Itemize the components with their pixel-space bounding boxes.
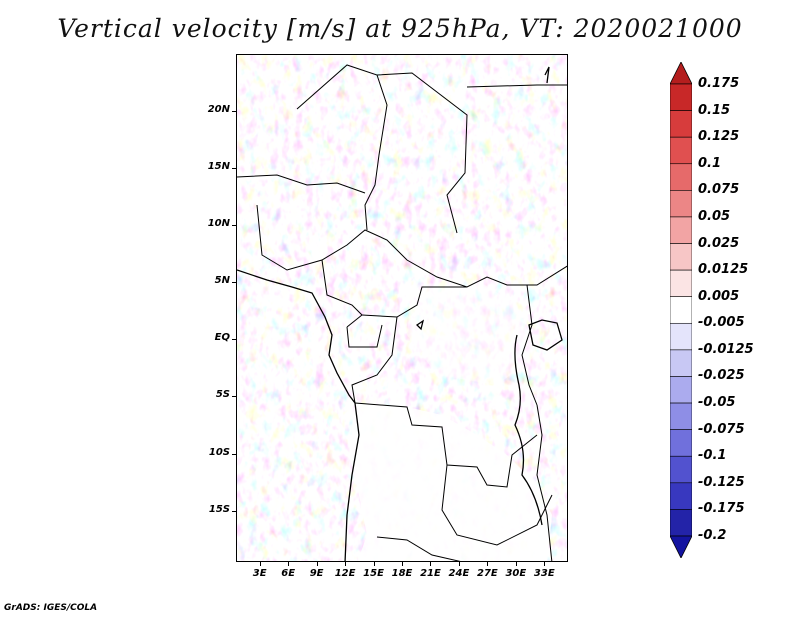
colorbar	[670, 62, 692, 558]
lat-tick-label: 5N	[214, 275, 230, 287]
colorbar-segment	[670, 110, 692, 138]
lat-tick-label: 20N	[207, 104, 230, 116]
colorbar-label: -0.2	[698, 528, 727, 543]
colorbar-label: -0.075	[698, 421, 745, 437]
lon-tick-label: 9E	[309, 568, 324, 579]
lat-tick-label: 10N	[207, 218, 230, 230]
lat-tick	[232, 510, 236, 512]
lat-tick-label: 15S	[208, 503, 230, 515]
lon-tick	[345, 562, 347, 566]
lon-tick	[259, 562, 261, 566]
colorbar-label: 0.125	[698, 129, 740, 145]
lon-tick-label: 6E	[281, 568, 296, 579]
colorbar-segment	[670, 429, 692, 457]
lat-tick-label: 10S	[208, 446, 230, 458]
lon-tick	[487, 562, 489, 566]
lat-tick	[232, 282, 236, 284]
lon-tick	[373, 562, 375, 566]
vertical-velocity-field	[237, 55, 567, 561]
colorbar-label: 0.175	[698, 76, 740, 91]
lon-tick	[544, 562, 546, 566]
lat-tick	[232, 111, 236, 113]
lon-tick	[402, 562, 403, 566]
colorbar-label: 0.075	[698, 182, 740, 198]
colorbar-segment	[670, 349, 692, 377]
lon-tick-label: 21E	[420, 568, 441, 579]
lon-tick	[458, 562, 460, 566]
colorbar-segment	[670, 243, 692, 271]
colorbar-segment	[670, 190, 692, 218]
lon-tick	[515, 562, 517, 566]
colorbar-segment	[670, 322, 692, 351]
lon-tick-label: 27E	[476, 568, 498, 579]
lon-tick-label: 3E	[252, 568, 267, 579]
colorbar-label: -0.025	[698, 368, 745, 384]
lon-tick-label: 24E	[448, 568, 470, 579]
colorbar-segment	[670, 455, 692, 484]
colorbar-label: 0.005	[698, 288, 740, 304]
lon-tick	[430, 562, 432, 566]
map-panel	[236, 54, 568, 562]
country-borders	[237, 64, 567, 561]
lat-tick-label: EQ	[214, 332, 230, 344]
colorbar-segment	[670, 482, 692, 510]
lon-tick	[316, 562, 318, 566]
lat-tick	[232, 453, 236, 455]
colorbar-segment	[670, 163, 692, 191]
lon-tick-label: 15E	[363, 568, 384, 579]
colorbar-label: 0.025	[698, 235, 740, 251]
lat-tick	[232, 396, 236, 398]
lon-tick	[288, 562, 290, 566]
lon-tick-label: 18E	[391, 568, 413, 579]
colorbar-top-arrow	[670, 62, 692, 85]
colorbar-segment	[670, 402, 692, 430]
coastlines-and-lakes	[237, 66, 563, 561]
colorbar-label: 0.15	[698, 102, 731, 118]
colorbar-label: 0.1	[698, 155, 722, 171]
colorbar-segment	[670, 296, 692, 324]
colorbar-label: -0.1	[698, 448, 727, 464]
lat-tick-label: 15N	[207, 161, 230, 173]
colorbar-label: -0.125	[698, 474, 745, 490]
colorbar-label: -0.0125	[698, 341, 754, 357]
colorbar-bottom-arrow	[670, 535, 692, 558]
lat-tick	[232, 168, 236, 170]
colorbar-segment	[670, 509, 692, 537]
calm-area-southern-africa	[349, 403, 552, 561]
colorbar-segment	[670, 269, 692, 298]
lon-tick-label: 12E	[334, 568, 356, 579]
colorbar-label: 0.05	[698, 208, 731, 224]
colorbar-label: -0.05	[698, 395, 736, 411]
map-title: Vertical velocity [m/s] at 925hPa, VT: 2…	[57, 14, 743, 43]
colorbar-segment	[670, 376, 692, 404]
colorbar-segment	[670, 83, 692, 111]
lon-tick-label: 33E	[533, 568, 555, 579]
grads-credit: GrADS: IGES/COLA	[4, 603, 98, 613]
calm-area-central	[407, 280, 537, 385]
colorbar-segment	[670, 136, 692, 165]
lat-tick	[232, 225, 236, 227]
colorbar-segment	[670, 216, 692, 244]
lon-tick-label: 30E	[505, 568, 527, 579]
lat-tick-label: 5S	[215, 389, 230, 401]
colorbar-label: -0.005	[698, 315, 745, 331]
colorbar-label: 0.0125	[698, 262, 749, 278]
lat-tick	[232, 339, 236, 341]
colorbar-label: -0.175	[698, 501, 745, 517]
